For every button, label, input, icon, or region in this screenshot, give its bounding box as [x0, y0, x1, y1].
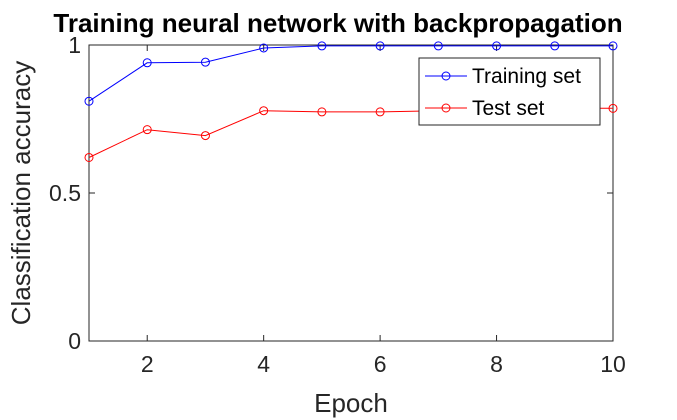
- data-point: [375, 107, 385, 117]
- data-point: [550, 41, 560, 51]
- x-tick-label: 2: [141, 351, 154, 377]
- x-tick-label: 8: [490, 351, 503, 377]
- data-point: [492, 41, 502, 51]
- x-axis-ticks: 2 4 6 8 10: [141, 45, 626, 377]
- legend-label: Test set: [472, 97, 545, 120]
- legend: Training set Test set: [418, 57, 601, 126]
- data-point: [375, 41, 385, 51]
- data-point: [200, 57, 210, 67]
- data-point: [608, 103, 618, 113]
- data-point: [317, 107, 327, 117]
- x-tick-label: 4: [257, 351, 270, 377]
- data-point: [259, 106, 269, 116]
- legend-marker: [441, 103, 451, 113]
- legend-marker: [441, 71, 451, 81]
- y-tick-label: 0.5: [49, 180, 81, 206]
- data-point: [259, 43, 269, 53]
- chart-title: Training neural network with backpropaga…: [53, 8, 622, 38]
- data-point: [142, 58, 152, 68]
- y-tick-label: 1: [68, 32, 81, 58]
- data-point: [433, 41, 443, 51]
- x-axis-label: Epoch: [314, 388, 388, 418]
- data-point: [200, 131, 210, 141]
- data-point: [142, 125, 152, 135]
- y-axis-ticks: 00.51: [49, 32, 613, 354]
- x-tick-label: 10: [600, 351, 626, 377]
- series-line-0: [88, 45, 613, 102]
- legend-label: Training set: [472, 65, 581, 88]
- legend-box: [418, 57, 601, 126]
- data-point: [84, 96, 94, 106]
- data-point: [84, 152, 94, 162]
- y-axis-label: Classification accuracy: [6, 61, 36, 325]
- y-tick-label: 0: [68, 328, 81, 354]
- data-point: [317, 41, 327, 51]
- x-tick-label: 6: [374, 351, 387, 377]
- data-point: [608, 41, 618, 51]
